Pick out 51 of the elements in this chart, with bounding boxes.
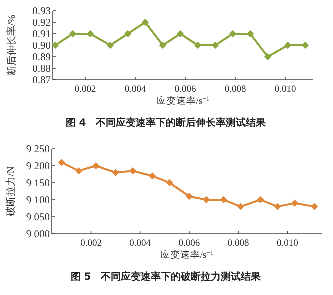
y-axis-title: 破断拉力/N (5, 166, 17, 218)
point (112, 169, 120, 176)
point (166, 179, 174, 187)
point (203, 196, 210, 204)
y-tick-label: 0.88 (32, 64, 51, 75)
y-tick-label: 9 000 (26, 230, 50, 240)
y-tick-label: 9 200 (26, 162, 50, 172)
x-tick-label: 0.010 (274, 85, 296, 95)
x-tick-label: 0.008 (228, 239, 250, 249)
x-tick-label: 0.004 (124, 85, 146, 95)
point (274, 203, 282, 210)
x-tick-label: 0.006 (178, 239, 200, 249)
x-axis-title: 应变速率/s$^{−1}$ (156, 95, 210, 107)
y-tick-label: 0.91 (32, 30, 51, 40)
text: 图 4 不同应变速率下的断后伸长率测试结果 (66, 117, 268, 129)
y-tick-label: 0.93 (32, 6, 51, 18)
y-tick-label: 0.89 (32, 52, 51, 64)
x-tick-label: 0.008 (224, 85, 246, 95)
x-tick-label: 0.004 (130, 239, 152, 249)
point (257, 196, 264, 204)
point (149, 172, 156, 180)
point (186, 193, 194, 200)
x-axis-title: 应变速率/s$^{−1}$ (160, 249, 214, 261)
y-tick-label: 9 150 (26, 178, 50, 190)
x-tick-label: 0.002 (80, 239, 102, 249)
y-axis-title: 断后伸长率/% (6, 14, 18, 76)
point (311, 203, 318, 210)
point (220, 196, 228, 204)
y-tick-label: 0.92 (32, 18, 51, 29)
text: 图 5 不同应变速率下的破断拉力测试结果 (70, 271, 262, 283)
point (264, 53, 272, 61)
y-tick-label: 9 100 (26, 196, 50, 206)
point (142, 18, 150, 26)
point (159, 42, 167, 50)
point (75, 168, 83, 175)
point (129, 168, 137, 175)
point (124, 30, 132, 38)
point (176, 30, 184, 38)
point (52, 42, 60, 50)
point (237, 203, 245, 210)
x-tick-label: 0.010 (276, 239, 299, 249)
point (291, 200, 299, 207)
point (92, 162, 100, 170)
y-tick-label: 0.90 (32, 41, 51, 52)
x-tick-label: 0.002 (74, 85, 96, 95)
y-tick-label: 0.87 (32, 76, 51, 86)
point (58, 159, 66, 166)
y-tick-label: 9 250 (26, 144, 50, 156)
x-tick-label: 0.006 (174, 85, 196, 95)
point (106, 42, 114, 50)
y-tick-label: 9 050 (26, 212, 50, 224)
